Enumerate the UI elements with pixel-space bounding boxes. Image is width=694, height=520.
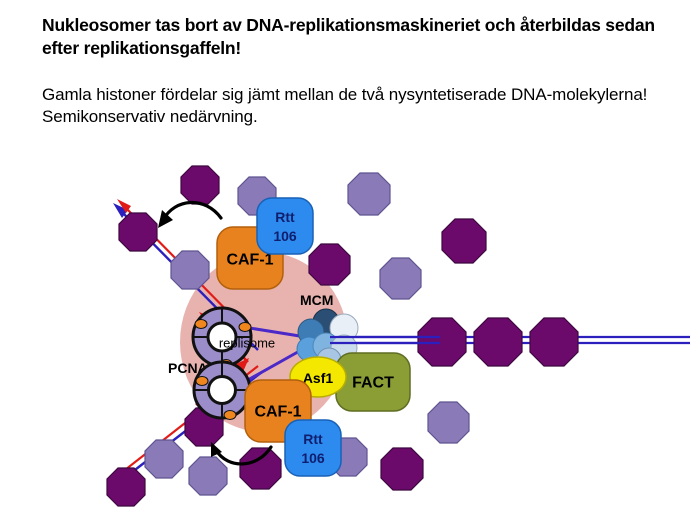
free-histone-old bbox=[308, 243, 351, 286]
parental-dna-over-mcm bbox=[330, 335, 440, 345]
slide-subtext: Gamla histoner fördelar sig jämt mellan … bbox=[42, 84, 648, 127]
free-histone-new bbox=[347, 172, 391, 216]
slide-headline: Nukleosomer tas bort av DNA-replikations… bbox=[42, 15, 655, 59]
slide-text-block: Nukleosomer tas bort av DNA-replikations… bbox=[42, 14, 662, 129]
protein-rtt106-bottom[interactable]: Rtt 106 bbox=[284, 419, 342, 477]
pcna-ring-bottom bbox=[192, 360, 252, 420]
protein-rtt106-bottom-label-line1: Rtt bbox=[303, 431, 323, 447]
free-histone-new bbox=[188, 456, 228, 496]
nucleosome-old bbox=[529, 317, 579, 367]
protein-fact[interactable]: FACT bbox=[335, 352, 411, 412]
protein-rtt106-top-label-line1: Rtt bbox=[275, 209, 295, 225]
histone-recycle-arrow-top bbox=[158, 200, 223, 228]
nucleosome-old bbox=[106, 467, 146, 507]
nucleosome-old bbox=[118, 212, 158, 252]
nucleosome-new bbox=[170, 250, 210, 290]
nucleosome-old bbox=[473, 317, 523, 367]
nucleosome-new bbox=[144, 439, 184, 479]
free-histone-old bbox=[239, 447, 282, 490]
protein-rtt106-top[interactable]: Rtt 106 bbox=[256, 197, 314, 255]
nucleosome-old bbox=[417, 317, 467, 367]
protein-asf1-label: Asf1 bbox=[303, 370, 334, 386]
replisome-label: replisome bbox=[219, 336, 275, 351]
replication-fork-diagram: PCNA MCM bbox=[0, 150, 694, 520]
free-histone-new bbox=[427, 401, 470, 444]
free-histone-old bbox=[441, 218, 487, 264]
protein-caf1-bottom-label: CAF-1 bbox=[254, 404, 301, 421]
free-histone-new bbox=[379, 257, 422, 300]
free-histone-old bbox=[180, 165, 220, 205]
histone-recycle-arrow-bottom bbox=[211, 442, 273, 466]
protein-rtt106-top-label-line2: 106 bbox=[273, 228, 297, 244]
pcna-label-top: PCNA bbox=[168, 360, 208, 376]
protein-caf1-top-label: CAF-1 bbox=[226, 252, 273, 269]
protein-rtt106-bottom-label-line2: 106 bbox=[301, 450, 325, 466]
protein-fact-label: FACT bbox=[352, 375, 394, 392]
mcm-label: MCM bbox=[300, 292, 333, 308]
free-histone-old bbox=[380, 447, 424, 491]
